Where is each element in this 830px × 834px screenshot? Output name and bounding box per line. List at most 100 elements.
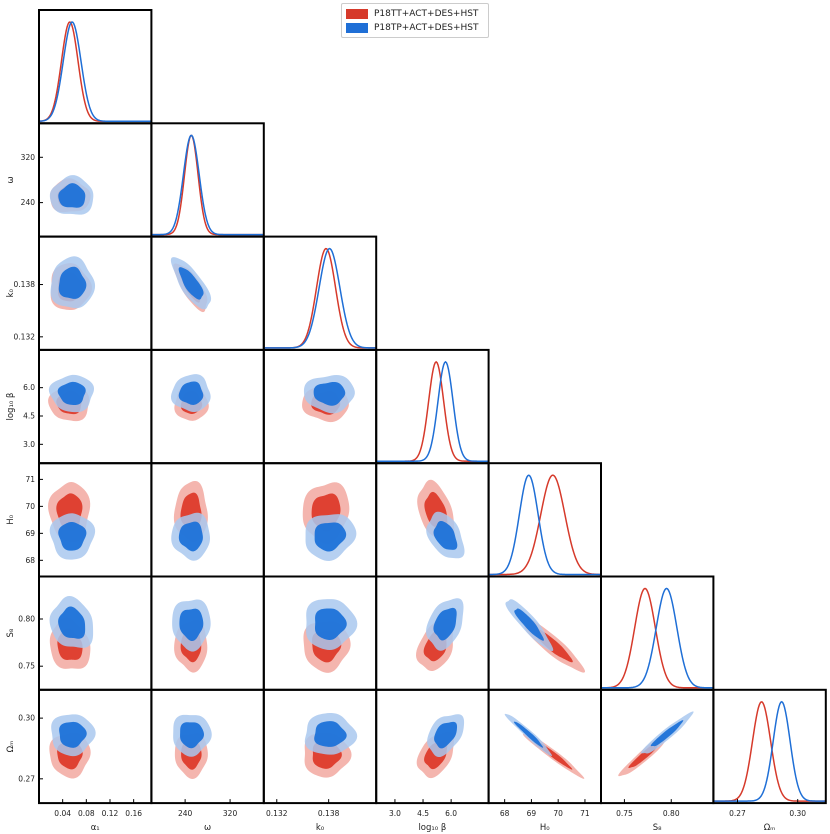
legend-label-tp: P18TP+ACT+DES+HST: [374, 23, 479, 33]
x-axis-label-H0: H₀: [540, 823, 550, 833]
x-axis-label-Om: Ωₘ: [764, 823, 776, 833]
contour-inner-tp: [514, 608, 544, 641]
panel-k0-vs-Om: 0.132 0.138 k₀: [262, 688, 378, 833]
panel-log10beta: [375, 348, 490, 465]
panel-alpha1-vs-H0: 68 69 70 71 H₀: [6, 462, 153, 578]
panel-alpha1: [38, 9, 153, 125]
panel-k0-vs-S8: [262, 575, 378, 691]
contour-inner-tp: [58, 606, 86, 639]
contour-inner-tp: [650, 720, 684, 747]
x-tick-label: 0.30: [789, 809, 806, 818]
contour-inner-tp: [178, 267, 204, 300]
marginal-line-tp: [376, 360, 489, 462]
contour-inner-tp: [513, 721, 544, 748]
panel-frame: [600, 575, 715, 691]
contour-inner-tp: [313, 381, 346, 406]
marginal-line-tt: [376, 360, 489, 462]
marginal-line-tp: [39, 21, 152, 123]
panel-content: [48, 374, 95, 422]
y-axis-label-log10beta: log₁₀ β: [6, 393, 16, 421]
x-tick-label: 0.08: [78, 809, 95, 818]
marginal-line-tp: [601, 587, 714, 689]
marginal-line-tp: [151, 134, 264, 236]
marginal-line-tp: [263, 247, 377, 349]
y-tick-label: 69: [25, 529, 35, 538]
panel-content: [601, 587, 714, 689]
panel-alpha1-vs-Om: 0.04 0.08 0.12 0.16 α₁ 0.27 0.30 Ωₘ: [6, 688, 153, 833]
y-tick-label: 240: [21, 198, 36, 207]
panel-content: [618, 711, 694, 777]
panel-content: [713, 700, 826, 802]
y-tick-label: 0.80: [18, 614, 35, 623]
panel-frame: [150, 122, 265, 238]
marginal-line-tt: [488, 474, 602, 576]
y-tick-label: 0.132: [14, 332, 36, 341]
y-axis-label-H0: H₀: [6, 514, 16, 524]
panel-S8: [600, 575, 715, 691]
x-tick-label: 0.27: [729, 809, 746, 818]
contour-inner-tp: [58, 183, 86, 208]
contour-inner-tp: [178, 521, 203, 552]
x-tick-label: 240: [178, 809, 193, 818]
y-axis-label-Om: Ωₘ: [6, 741, 16, 753]
contour-inner-tp: [314, 608, 347, 641]
y-tick-label: 6.0: [23, 383, 35, 392]
contour-inner-tp: [180, 722, 204, 749]
y-tick-label: 0.138: [14, 280, 36, 289]
panel-content: [49, 714, 96, 779]
contour-inner-tp: [433, 520, 458, 550]
panel-frame: [487, 462, 603, 578]
panel-content: [303, 599, 358, 673]
marginal-line-tt: [39, 21, 152, 123]
legend-swatch-tp: [346, 23, 368, 33]
panel-k0: [262, 235, 378, 351]
panel-content: [171, 480, 210, 561]
panel-log10beta-vs-S8: [375, 575, 490, 691]
marginal-line-tt: [601, 587, 714, 689]
panel-alpha1-vs-log10beta: 3.0 4.5 6.0 log₁₀ β: [6, 348, 153, 465]
panel-H0-vs-S8: [487, 575, 603, 691]
panel-content: [170, 257, 212, 313]
panel-content: [488, 474, 602, 576]
panel-content: [417, 479, 465, 559]
marginal-line-tt: [713, 701, 826, 802]
panel-content: [151, 134, 264, 236]
y-axis-label-S8: S₈: [6, 628, 16, 637]
panel-content: [302, 482, 357, 561]
panel-content: [505, 599, 586, 673]
panel-content: [416, 598, 464, 672]
panel-omega-vs-k0: [150, 235, 265, 351]
y-tick-label: 71: [25, 475, 35, 484]
x-tick-label: 69: [527, 809, 537, 818]
panel-content: [376, 360, 489, 462]
panel-omega-vs-H0: [150, 462, 265, 578]
y-tick-label: 0.75: [18, 662, 35, 671]
contour-inner-tp: [178, 381, 204, 405]
x-tick-label: 0.12: [102, 809, 119, 818]
y-tick-label: 3.0: [23, 440, 35, 449]
marginal-line-tt: [151, 134, 264, 236]
panel-k0-vs-H0: [262, 462, 378, 578]
x-axis-label-k0: k₀: [316, 823, 325, 833]
x-axis-label-S8: S₈: [653, 823, 662, 833]
x-axis-label-alpha1: α₁: [91, 823, 100, 833]
x-axis-label-omega: ω: [204, 823, 211, 833]
x-axis-label-log10beta: log₁₀ β: [418, 823, 446, 833]
contour-inner-tp: [58, 521, 87, 551]
legend: P18TT+ACT+DES+HST P18TP+ACT+DES+HST: [341, 3, 489, 38]
panel-content: [39, 21, 152, 123]
x-tick-label: 0.75: [616, 809, 633, 818]
legend-swatch-tt: [346, 9, 368, 19]
marginal-line-tp: [488, 474, 601, 576]
panel-H0: [487, 462, 603, 578]
legend-label-tt: P18TT+ACT+DES+HST: [374, 9, 479, 19]
marginal-line-tt: [263, 247, 377, 349]
y-axis-label-omega: ω: [6, 176, 16, 183]
panel-omega-vs-S8: [150, 575, 265, 691]
y-tick-label: 70: [25, 502, 35, 511]
panel-frame: [262, 235, 378, 351]
legend-item-tt: P18TT+ACT+DES+HST: [346, 7, 478, 21]
